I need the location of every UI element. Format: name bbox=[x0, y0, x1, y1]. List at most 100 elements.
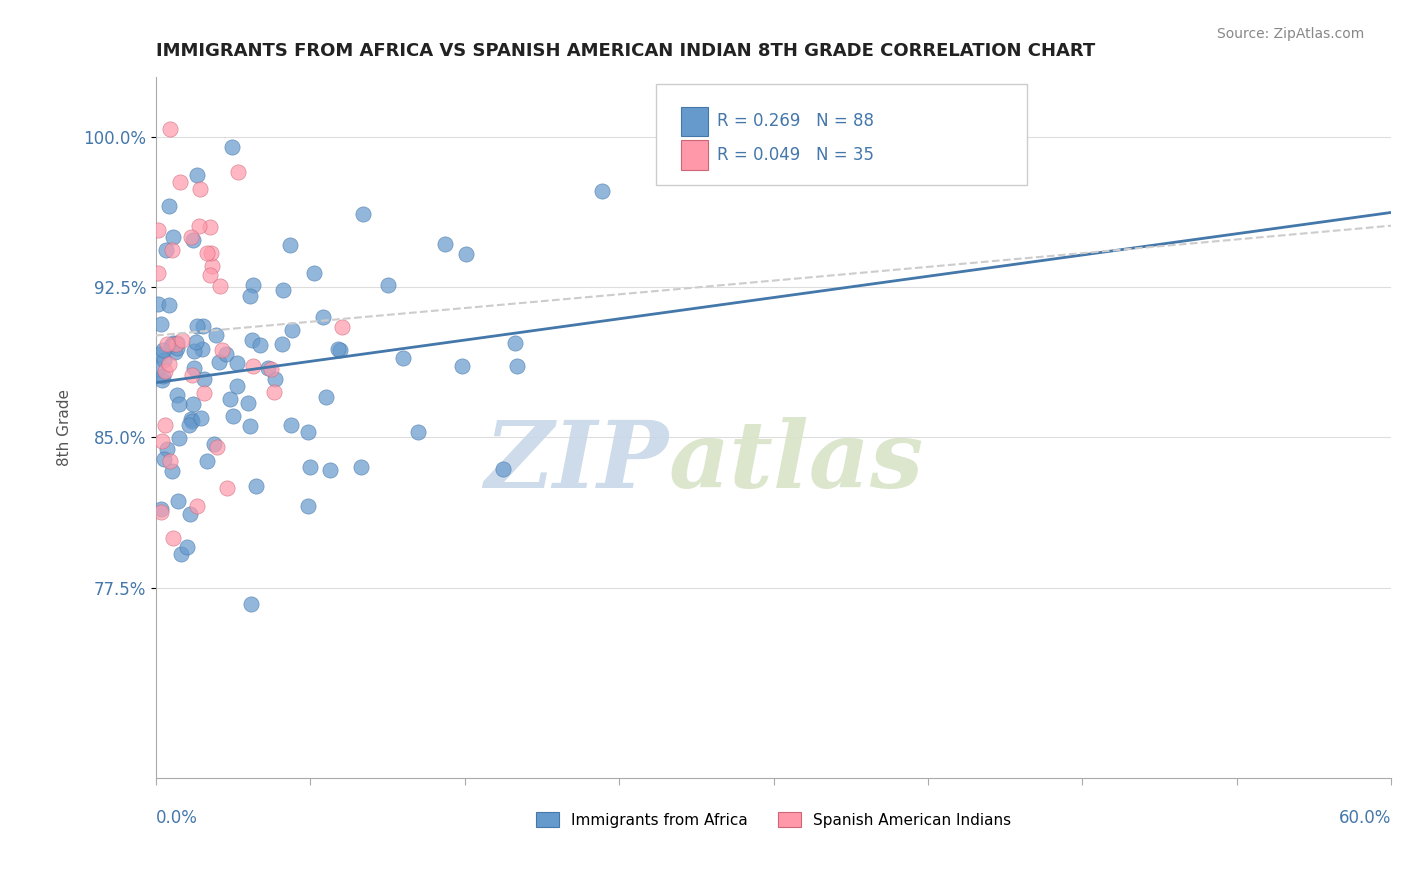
Point bbox=[205, 440, 228, 454]
Point bbox=[249, 338, 271, 352]
Point bbox=[200, 245, 222, 260]
Point bbox=[193, 385, 215, 400]
Point bbox=[312, 310, 335, 324]
Point bbox=[186, 169, 208, 183]
Point bbox=[377, 278, 399, 293]
Point bbox=[245, 479, 267, 493]
Point bbox=[167, 397, 190, 411]
Point bbox=[591, 184, 613, 198]
Text: 60.0%: 60.0% bbox=[1339, 809, 1391, 827]
Legend: Immigrants from Africa, Spanish American Indians: Immigrants from Africa, Spanish American… bbox=[530, 805, 1018, 834]
Point bbox=[149, 317, 172, 331]
Point bbox=[280, 238, 302, 252]
Point bbox=[162, 335, 184, 350]
Point bbox=[166, 388, 188, 402]
Point bbox=[186, 499, 208, 513]
Point bbox=[193, 372, 215, 386]
Point bbox=[239, 289, 262, 303]
Point bbox=[329, 343, 352, 357]
Point bbox=[183, 343, 205, 358]
Point bbox=[155, 243, 177, 257]
Point bbox=[150, 505, 173, 519]
Point bbox=[215, 347, 238, 361]
Point bbox=[150, 373, 173, 387]
Y-axis label: 8th Grade: 8th Grade bbox=[58, 389, 72, 466]
Point bbox=[195, 454, 218, 468]
Text: Source: ZipAtlas.com: Source: ZipAtlas.com bbox=[1216, 27, 1364, 41]
Point bbox=[263, 372, 285, 386]
Point bbox=[186, 318, 208, 333]
Point bbox=[505, 359, 527, 374]
Point bbox=[215, 481, 238, 495]
Point bbox=[169, 176, 191, 190]
Point bbox=[169, 547, 191, 561]
Point bbox=[160, 243, 183, 257]
Point bbox=[297, 500, 319, 514]
Point bbox=[149, 347, 172, 361]
Point bbox=[208, 355, 231, 369]
Text: atlas: atlas bbox=[668, 417, 924, 508]
Point bbox=[330, 320, 353, 334]
Text: R = 0.269   N = 88: R = 0.269 N = 88 bbox=[717, 112, 873, 130]
Point bbox=[146, 296, 169, 310]
Point bbox=[159, 454, 181, 468]
Point bbox=[153, 352, 176, 367]
Point bbox=[451, 359, 474, 374]
Point bbox=[180, 414, 202, 428]
Text: R = 0.049   N = 35: R = 0.049 N = 35 bbox=[717, 146, 873, 164]
Point bbox=[315, 391, 337, 405]
Point bbox=[505, 335, 527, 350]
Point bbox=[221, 409, 243, 423]
Point bbox=[225, 356, 247, 370]
Point bbox=[304, 266, 326, 280]
Point bbox=[177, 417, 200, 432]
Point bbox=[240, 334, 263, 348]
Point bbox=[146, 266, 169, 280]
Point bbox=[242, 277, 264, 292]
Point bbox=[201, 259, 224, 273]
Point bbox=[152, 369, 174, 384]
Point bbox=[153, 452, 176, 467]
Point bbox=[160, 465, 183, 479]
Point bbox=[180, 230, 202, 244]
Point bbox=[492, 461, 515, 475]
Point bbox=[263, 384, 285, 399]
Point bbox=[166, 341, 188, 355]
Point bbox=[153, 417, 176, 432]
Point bbox=[183, 397, 205, 411]
Point bbox=[165, 337, 187, 351]
Point bbox=[156, 337, 179, 351]
Point bbox=[238, 396, 260, 410]
Point bbox=[271, 283, 294, 297]
Point bbox=[190, 411, 212, 425]
Point bbox=[221, 140, 243, 154]
Text: 0.0%: 0.0% bbox=[156, 809, 198, 827]
Point bbox=[392, 351, 415, 365]
Point bbox=[226, 379, 249, 393]
Point bbox=[433, 236, 456, 251]
Point bbox=[280, 323, 302, 337]
Point bbox=[146, 223, 169, 237]
Point bbox=[454, 247, 477, 261]
Point bbox=[166, 335, 188, 350]
FancyBboxPatch shape bbox=[657, 84, 1026, 186]
Point bbox=[157, 298, 180, 312]
Point bbox=[180, 412, 202, 426]
Point bbox=[319, 463, 342, 477]
Point bbox=[350, 460, 373, 475]
Point bbox=[259, 362, 281, 376]
Point bbox=[190, 342, 212, 356]
Point bbox=[326, 343, 349, 357]
Point bbox=[239, 418, 262, 433]
Point bbox=[188, 219, 211, 233]
Point bbox=[297, 425, 319, 439]
Text: ZIP: ZIP bbox=[484, 417, 668, 508]
Point bbox=[239, 597, 262, 611]
Point bbox=[181, 368, 204, 382]
Point bbox=[157, 357, 180, 371]
Point bbox=[280, 417, 302, 432]
Point bbox=[160, 339, 183, 353]
Point bbox=[202, 437, 225, 451]
Point bbox=[179, 507, 201, 521]
Point bbox=[167, 494, 190, 508]
